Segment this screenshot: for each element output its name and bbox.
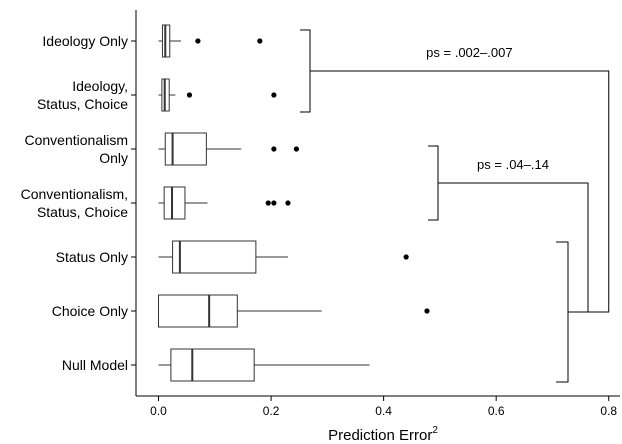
x-tick-label: 0.8	[600, 404, 617, 418]
box-3	[158, 186, 291, 220]
y-axis-labels: Ideology Only Ideology, Status, Choice Conv…	[21, 33, 136, 373]
x-axis-title-superscript: 2	[432, 425, 438, 436]
box-6	[158, 348, 370, 382]
y-category-label: Status, Choice	[37, 204, 128, 220]
y-category-label: Choice Only	[52, 303, 128, 319]
box-iqr	[163, 186, 186, 220]
y-category-label: Conventionalism,	[21, 186, 128, 202]
outlier-point	[186, 92, 193, 98]
outlier-point	[195, 38, 201, 44]
significance-annotations: ps = .002–.007 ps = .04–.14	[300, 29, 610, 383]
outlier-point	[257, 38, 263, 44]
y-category-label: Ideology Only	[42, 33, 128, 49]
bracket-ideology	[300, 29, 311, 113]
box-iqr	[170, 348, 255, 382]
y-category-label: Only	[99, 150, 128, 166]
outlier-point	[271, 92, 277, 98]
outlier-point	[271, 146, 277, 152]
x-tick-label: 0.6	[488, 404, 505, 418]
connector-conventionalism	[438, 182, 589, 312]
box-1	[158, 78, 277, 112]
x-tick-label: 0.4	[375, 404, 392, 418]
box-series	[158, 24, 430, 382]
y-category-label: Conventionalism	[25, 132, 129, 148]
bracket-conventionalism	[428, 145, 439, 221]
x-axis-ticks: 0.0 0.2 0.4 0.6 0.8	[150, 396, 617, 418]
x-axis-title-text: Prediction Error	[328, 427, 432, 444]
connector-ideology	[310, 70, 610, 313]
box-0	[158, 24, 263, 58]
x-tick-label: 0.2	[263, 404, 280, 418]
outlier-point	[265, 200, 271, 206]
outlier-point	[424, 308, 430, 314]
box-5	[158, 294, 430, 328]
outlier-point	[403, 254, 409, 260]
outlier-point	[271, 200, 277, 206]
x-axis-title: Prediction Error2	[328, 425, 438, 444]
annotation-label: ps = .04–.14	[477, 157, 549, 172]
box-2	[158, 132, 299, 166]
outlier-point	[285, 200, 291, 206]
y-category-label: Status Only	[56, 249, 128, 265]
outlier-point	[293, 146, 299, 152]
annotation-label: ps = .002–.007	[426, 45, 512, 60]
x-tick-label: 0.0	[150, 404, 167, 418]
y-category-label: Ideology,	[72, 78, 128, 94]
y-category-label: Status, Choice	[37, 96, 128, 112]
box-iqr	[158, 294, 238, 328]
y-category-label: Null Model	[62, 357, 128, 373]
bracket-baseline	[556, 241, 569, 383]
box-4	[158, 240, 409, 274]
box-iqr	[172, 240, 257, 274]
box-iqr	[164, 132, 207, 166]
